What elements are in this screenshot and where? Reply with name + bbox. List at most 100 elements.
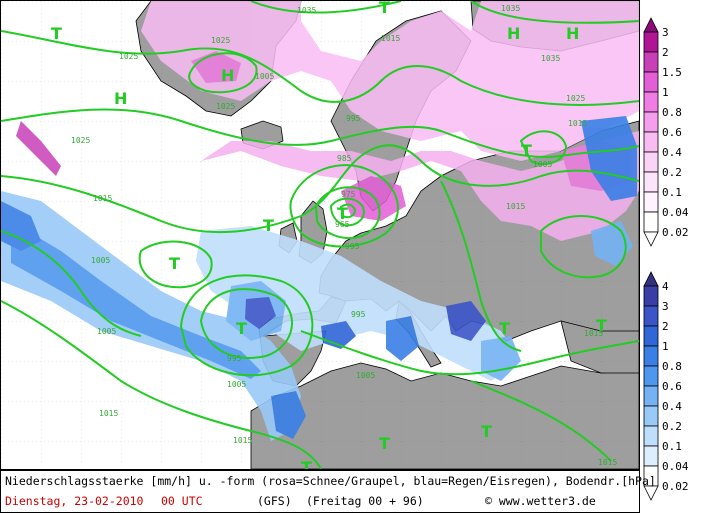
legend-label: 0.2 <box>662 420 682 433</box>
legend-swatch <box>643 51 659 73</box>
legend-swatch <box>643 365 659 387</box>
isobar-label: 965 <box>335 220 350 229</box>
snow-legend: 3 2 1.5 1 0.8 0.6 0.4 0.2 0.1 0.04 0.02 <box>643 17 689 247</box>
isobar-995-low <box>289 164 399 248</box>
high-center: T <box>51 24 62 43</box>
high-center: H <box>566 24 579 43</box>
isobar-label: 1035 <box>297 6 316 15</box>
legend-label: 0.6 <box>662 380 682 393</box>
legend-swatch <box>643 191 659 213</box>
isobar-1005 <box>1 144 639 234</box>
rain-core-iberia <box>271 391 306 439</box>
isobar-label: 1015 <box>93 194 112 203</box>
footer-date-value: Dienstag, 23-02-2010 <box>5 494 144 508</box>
low-center: T <box>499 319 510 338</box>
isobar-label: 1015 <box>506 202 525 211</box>
rain-band-inner <box>11 221 261 379</box>
legend-swatch <box>643 325 659 347</box>
legend-swatch <box>643 171 659 193</box>
isobar-label: 1025 <box>211 36 230 45</box>
isobars <box>1 1 639 469</box>
legend-swatch <box>643 91 659 113</box>
legend-top-arrow <box>643 17 659 33</box>
legend-swatch <box>643 345 659 367</box>
legend-label: 1 <box>662 86 669 99</box>
isobar-1015-atlantic <box>1 230 142 337</box>
high-center: H <box>507 24 520 43</box>
legend-swatch <box>643 405 659 427</box>
isobar-995-biscay <box>199 288 293 359</box>
legend-swatch <box>643 131 659 153</box>
legend-label: 0.04 <box>662 460 689 473</box>
rain-core-med-3 <box>446 301 486 341</box>
pressure-centers: T H H H H T T T T T T T T T T T <box>51 1 607 469</box>
isobar-1005-biscay <box>179 274 314 377</box>
rain-core-biscay-2 <box>245 297 276 329</box>
isobar-label: 1015 <box>233 436 252 445</box>
footer-forecast: (Freitag 00 + 96) <box>306 494 424 508</box>
rain-east-north <box>581 116 637 201</box>
high-center: H <box>221 66 234 85</box>
legend-label: 2 <box>662 46 669 59</box>
legend-label: 0.8 <box>662 106 682 119</box>
legend-swatch <box>643 71 659 93</box>
isobar-985-low <box>314 186 381 239</box>
legend-swatch <box>643 445 659 467</box>
isobar-1015-east <box>540 215 627 279</box>
legend-swatch <box>643 151 659 173</box>
rain-precipitation <box>1 116 637 441</box>
high-center: H <box>114 89 127 108</box>
isobar-1025-north <box>1 30 639 106</box>
legend-label: 1.5 <box>662 66 682 79</box>
low-center: T <box>236 319 247 338</box>
legend-swatch <box>643 211 659 233</box>
isobar-1015-east-2 <box>440 180 522 352</box>
isobar-1035-east <box>470 1 639 24</box>
legend-label: 1 <box>662 340 669 353</box>
legend-swatch <box>643 385 659 407</box>
isobar-1005-east-low <box>519 130 568 166</box>
isobar-1035-north <box>250 1 402 14</box>
isobar-label: 995 <box>351 310 366 319</box>
low-center: T <box>379 1 390 17</box>
isobar-label: 995 <box>345 242 360 251</box>
legend-label: 0.1 <box>662 186 682 199</box>
rain-legend: 4 3 2 1 0.8 0.6 0.4 0.2 0.1 0.04 0.02 <box>643 271 689 501</box>
legend-label: 3 <box>662 26 669 39</box>
isobar-label: 1005 <box>533 160 552 169</box>
snow-strip-west <box>16 121 61 176</box>
legend-label: 4 <box>662 280 669 293</box>
legend-label: 0.02 <box>662 480 689 493</box>
legend-swatch <box>643 111 659 133</box>
isobar-label: 1025 <box>566 94 585 103</box>
legend-label: 0.04 <box>662 206 689 219</box>
legend-swatch <box>643 285 659 307</box>
footer: Niederschlagsstaerke [mm/h] u. -form (ro… <box>0 470 656 513</box>
isobar-label: 1015 <box>568 119 587 128</box>
footer-description: Niederschlagsstaerke [mm/h] u. -form (ro… <box>5 474 656 488</box>
isobar-labels: 1035 1035 1035 1025 1025 1025 1025 1025 … <box>71 4 617 467</box>
footer-model: (GFS) <box>257 494 292 508</box>
footer-date: Dienstag, 23-02-2010 <box>5 494 143 508</box>
isobar-975-low <box>329 197 365 227</box>
legend-panel: 3 2 1.5 1 0.8 0.6 0.4 0.2 0.1 0.04 0.02 4 3 2 1 0.8 0.6… <box>640 0 704 513</box>
legend-label: 0.2 <box>662 166 682 179</box>
low-center: T <box>596 316 607 335</box>
low-center: T <box>263 216 274 235</box>
legend-bottom-arrow <box>643 231 659 247</box>
snow-area-central <box>201 131 639 241</box>
isobar-1025-greenland-high <box>188 52 258 94</box>
legend-swatch <box>643 31 659 53</box>
legend-label: 0.1 <box>662 440 682 453</box>
legend-label: 2 <box>662 320 669 333</box>
legend-label: 0.4 <box>662 400 682 413</box>
isobar-1005-atlantic-low <box>138 240 213 289</box>
low-center: T <box>301 458 312 469</box>
isobar-1015-south <box>1 300 322 469</box>
rain-core-med-2 <box>386 316 419 361</box>
snow-area-north <box>1 1 639 161</box>
legend-label: 3 <box>662 300 669 313</box>
isobar-label: 1025 <box>71 136 90 145</box>
isobar-label: 1035 <box>501 4 520 13</box>
